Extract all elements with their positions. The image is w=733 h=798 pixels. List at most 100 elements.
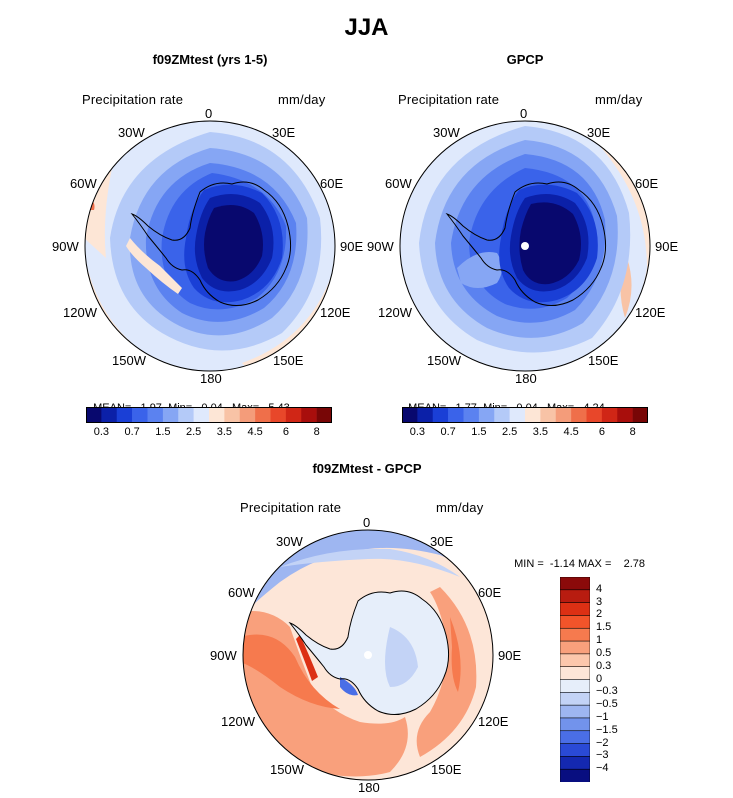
colorbar-swatch [270,407,287,423]
lon-label-120w: 120W [378,305,412,320]
lon-label-30w: 30W [433,125,460,140]
colorbar-tick-label: −0.5 [596,698,618,711]
colorbar-swatch [417,407,434,423]
colorbar-swatch [239,407,256,423]
lon-label-150e: 150E [588,353,619,368]
lon-label-0: 0 [363,515,371,530]
colorbar-tick-label: 6 [282,426,289,438]
polar-map-obs [399,120,651,372]
colorbar-tick-label: 1 [596,634,603,647]
lon-label-120w: 120W [221,714,255,729]
lon-label-30e: 30E [430,534,454,549]
min-value: -1.14 [549,558,575,570]
lon-label-90e: 90E [655,239,679,254]
colorbar-swatch [432,407,449,423]
colorbar-swatch [560,679,590,693]
colorbar-tick-label: 0.7 [440,426,456,438]
colorbar-swatch [478,407,495,423]
lon-label-0: 0 [520,106,528,121]
colorbar-swatch [101,407,118,423]
colorbar-swatch [285,407,302,423]
colorbar-swatch [560,666,590,681]
lon-label-150e: 150E [273,353,304,368]
lon-label-60e: 60E [478,585,502,600]
lon-label-180: 180 [515,371,537,386]
variable-label-obs: Precipitation rate [398,92,500,107]
colorbar-tick-label: 4.5 [247,426,263,438]
colorbar-tick-label: 8 [629,426,636,438]
lon-label-90e: 90E [340,239,364,254]
lon-label-60w: 60W [70,176,97,191]
colorbar-swatch [601,407,618,423]
colorbar-swatch [448,407,464,423]
colorbar-model [86,407,332,423]
stats-diff: MIN = -1.14 MAX = 2.78 [508,546,645,570]
colorbar-tick-label: 8 [313,426,320,438]
colorbar-tick-label: 0.3 [93,426,110,438]
colorbar-tick-label: 2.5 [185,426,202,438]
colorbar-ticks-diff: 4 3 2 1.5 1 0.5 0.3 0 −0.3 −0.5 −1 −1.5 −2 −3 −4 [596,577,636,782]
colorbar-swatch [560,577,590,591]
colorbar-ticks-obs: 0.3 0.7 1.5 2.5 3.5 4.5 6 8 [402,426,648,440]
colorbar-swatch [301,407,317,423]
lon-label-60e: 60E [320,176,344,191]
lon-label-30e: 30E [272,125,296,140]
colorbar-tick-label: 0.7 [124,426,140,438]
colorbar-tick-label: 3 [596,595,603,608]
colorbar-tick-label: 6 [598,426,605,438]
colorbar-swatch [555,407,572,423]
colorbar-swatch [193,407,210,423]
lon-label-120e: 120E [320,305,351,320]
colorbar-swatch [116,407,133,423]
colorbar-swatch [147,407,164,423]
lon-label-60w: 60W [228,585,255,600]
lon-label-30w: 30W [118,125,145,140]
colorbar-tick-label: 3.5 [532,426,549,438]
colorbar-swatch [632,407,648,423]
lon-label-0: 0 [205,106,213,121]
panel-title-model: f09ZMtest (yrs 1-5) [152,52,268,67]
colorbar-swatch [560,615,590,629]
colorbar-swatch [560,730,590,745]
colorbar-swatch [224,407,241,423]
units-label-diff: mm/day [436,500,484,515]
lon-label-180: 180 [200,371,222,386]
colorbar-tick-label: 1.5 [471,426,487,438]
variable-label-diff: Precipitation rate [240,500,342,515]
colorbar-swatch [571,407,587,423]
colorbar-tick-label: 0.5 [596,646,612,659]
colorbar-tick-label: 0.3 [596,659,612,672]
colorbar-tick-label: 2 [596,608,603,621]
colorbar-frame [402,407,648,423]
lon-label-60e: 60E [635,176,659,191]
lon-label-120w: 120W [63,305,97,320]
polar-map-model [84,120,336,372]
colorbar-swatch [560,768,590,782]
colorbar-swatch [178,407,194,423]
colorbar-swatch [509,407,526,423]
lon-label-120e: 120E [478,714,509,729]
colorbar-swatch [525,407,541,423]
lon-label-90w: 90W [367,239,394,254]
colorbar-tick-label: −3 [596,749,609,762]
colorbar-swatch [560,756,590,770]
panel-title-diff: f09ZMtest - GPCP [312,461,422,476]
colorbar-swatch [402,407,418,423]
colorbar-swatch [586,407,603,423]
colorbar-obs [402,407,648,423]
colorbar-tick-label: 0.3 [409,426,426,438]
colorbar-tick-label: −2 [596,736,609,749]
colorbar-swatch [560,589,590,604]
min-label: MIN = [514,558,544,570]
colorbar-swatch [560,704,590,719]
colorbar-ticks-model: 0.3 0.7 1.5 2.5 3.5 4.5 6 8 [86,426,332,440]
colorbar-swatch [255,407,271,423]
lon-label-60w: 60W [385,176,412,191]
lon-label-150w: 150W [270,762,304,777]
colorbar-tick-label: 3.5 [216,426,233,438]
colorbar-swatch [132,407,148,423]
colorbar-swatch [560,692,590,706]
units-label-obs: mm/day [595,92,643,107]
lon-label-90w: 90W [52,239,79,254]
colorbar-tick-label: −0.3 [596,685,618,698]
